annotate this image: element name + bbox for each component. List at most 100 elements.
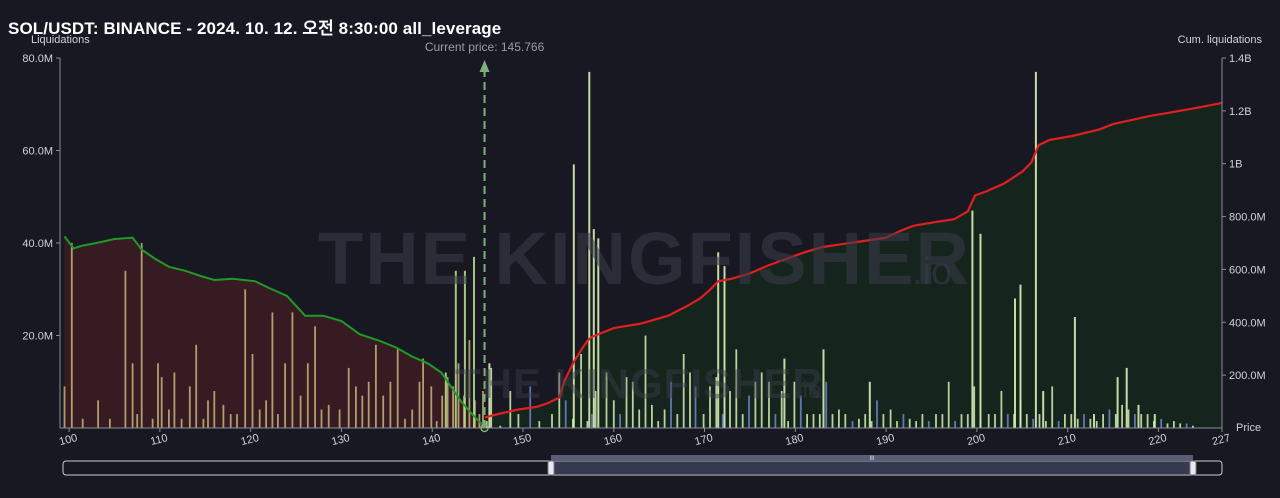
liquidation-bar xyxy=(1000,391,1003,428)
liquidation-bar-large xyxy=(1014,298,1016,428)
liquidation-bar xyxy=(131,363,134,429)
liquidation-bar xyxy=(657,421,660,428)
liquidation-bar xyxy=(157,363,159,429)
liquidation-bar xyxy=(1095,421,1098,428)
liquidation-bar xyxy=(927,421,930,428)
liquidation-bar xyxy=(638,409,641,428)
liquidation-bar-large xyxy=(588,71,591,429)
liquidation-bar xyxy=(780,391,783,428)
y-left-tick-label: 40.0M xyxy=(22,238,53,250)
liquidation-bar xyxy=(265,400,267,429)
liquidation-bar xyxy=(446,377,449,428)
liquidation-bar xyxy=(1064,414,1066,428)
liquidation-bar xyxy=(1166,423,1169,428)
liquidation-bar-large xyxy=(1153,414,1156,428)
liquidation-bar xyxy=(768,381,770,429)
liquidation-bar xyxy=(818,414,821,428)
liquidation-bar xyxy=(173,372,176,428)
liquidation-bar xyxy=(551,414,553,428)
liquidation-bar-large xyxy=(444,372,447,428)
liquidation-bar xyxy=(347,367,350,428)
liquidation-bar-large xyxy=(463,270,466,429)
liquidation-bar xyxy=(109,418,111,429)
liquidation-bar xyxy=(1083,414,1085,428)
range-slider-window[interactable] xyxy=(551,462,1193,474)
liquidation-bar-large xyxy=(971,210,974,428)
liquidation-bar xyxy=(902,414,905,428)
liquidation-bar xyxy=(244,289,247,429)
liquidation-bar xyxy=(591,414,593,428)
liquidation-bar xyxy=(277,414,279,428)
liquidation-bar xyxy=(499,425,502,428)
liquidation-bar xyxy=(418,381,421,429)
liquidation-bar xyxy=(760,372,763,428)
liquidation-bar xyxy=(741,414,744,428)
liquidation-bar xyxy=(81,418,84,429)
liquidation-bar xyxy=(258,409,261,428)
x-tick-label: 200 xyxy=(966,432,987,448)
liquidation-bar xyxy=(320,409,323,428)
watermark-text-small: THE KINGFISHER xyxy=(455,360,824,407)
liquidation-bar xyxy=(136,414,139,428)
liquidation-bar xyxy=(517,414,520,428)
liquidation-bar xyxy=(1057,421,1060,428)
liquidation-bar xyxy=(1006,414,1009,428)
y-right-tick-label: 400.0M xyxy=(1229,317,1266,329)
liquidation-bar xyxy=(482,391,484,428)
liquidation-bar xyxy=(896,421,898,428)
liquidation-bar xyxy=(411,409,414,428)
liquidation-bar xyxy=(188,386,191,428)
watermark-suffix: .io xyxy=(912,251,952,293)
liquidation-bar xyxy=(452,386,454,428)
liquidation-bar xyxy=(1134,414,1136,428)
liquidation-bar xyxy=(564,400,567,429)
y-axis-right-label: Cum. liquidations xyxy=(1178,34,1263,46)
liquidation-bar xyxy=(987,414,990,428)
liquidation-bar-large xyxy=(1034,71,1037,429)
range-slider-grip: III xyxy=(869,456,874,462)
liquidation-bar xyxy=(799,395,802,428)
x-tick-label: 150 xyxy=(512,432,533,448)
liquidation-bar xyxy=(831,414,834,428)
liquidation-bar xyxy=(1108,409,1111,428)
liquidation-bar xyxy=(222,404,225,428)
liquidation-bar xyxy=(338,409,341,428)
range-slider-topbar[interactable] xyxy=(551,455,1193,461)
liquidation-bar xyxy=(812,414,815,428)
liquidation-bar xyxy=(375,344,377,429)
x-tick-label: 190 xyxy=(875,432,896,448)
liquidation-bar xyxy=(670,381,672,429)
liquidation-bar xyxy=(954,421,956,428)
range-slider-handle-right[interactable] xyxy=(1189,460,1197,476)
x-tick-label: 227 xyxy=(1211,432,1232,448)
chart-title: SOL/USDT: BINANCE - 2024. 10. 12. 오전 8:3… xyxy=(8,19,502,38)
liquidation-bar xyxy=(236,414,238,428)
liquidation-bar xyxy=(382,395,385,428)
short-cum-area xyxy=(64,236,484,428)
liquidation-bar-large xyxy=(723,266,726,428)
liquidation-bar xyxy=(327,404,330,428)
liquidation-bar xyxy=(870,421,873,428)
liquidation-bar xyxy=(97,400,99,429)
liquidation-bar-large xyxy=(1019,284,1022,428)
liquidation-bar-large xyxy=(1093,414,1095,428)
y-right-tick-label: 600.0M xyxy=(1229,264,1266,276)
liquidation-bar xyxy=(889,409,892,428)
liquidation-bar xyxy=(774,414,777,428)
liquidation-bar xyxy=(168,409,170,428)
long-cum-area xyxy=(484,102,1222,429)
liquidation-bar xyxy=(271,312,274,428)
liquidation-bar xyxy=(735,349,738,428)
liquidation-bar xyxy=(70,243,73,428)
y-left-tick-label: 80.0M xyxy=(22,53,53,65)
liquidation-bar-large xyxy=(822,349,825,428)
liquidation-bar xyxy=(702,414,705,428)
liquidation-bar xyxy=(404,418,406,429)
liquidation-bar xyxy=(644,335,647,428)
liquidation-bar xyxy=(306,363,309,429)
range-slider-handle-left[interactable] xyxy=(547,460,555,476)
current-price-arrow xyxy=(479,60,490,72)
liquidation-bar xyxy=(389,381,392,429)
liquidation-bar xyxy=(631,381,634,429)
liquidation-bar xyxy=(838,409,840,428)
